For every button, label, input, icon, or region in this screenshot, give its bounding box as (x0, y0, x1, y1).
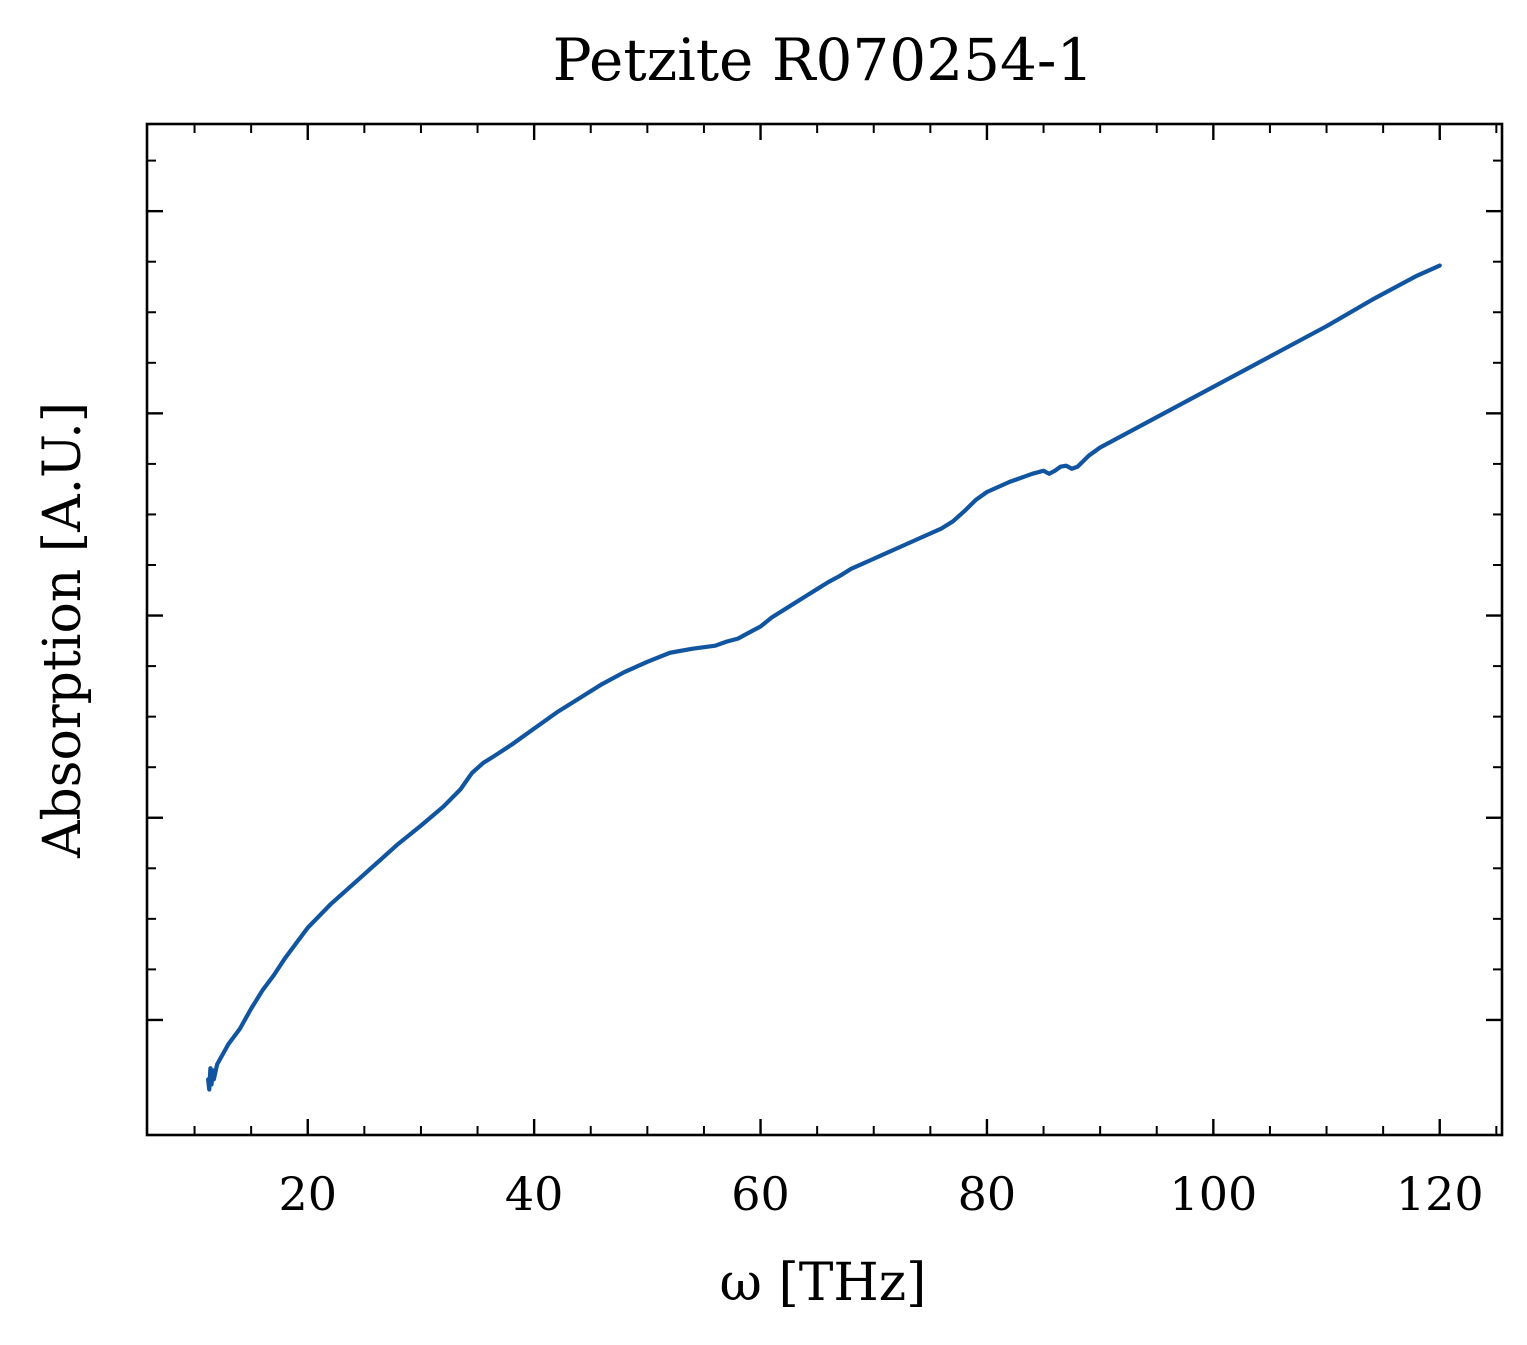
absorption-series-line (206, 263, 1442, 1092)
chart-title: Petzite R070254-1 (553, 26, 1094, 94)
x-tick-label: 100 (1169, 1167, 1257, 1221)
x-tick-label: 20 (278, 1167, 337, 1221)
x-tick-label: 80 (958, 1167, 1017, 1221)
y-axis-label: Absorption [A.U.] (33, 402, 93, 859)
x-tick-label: 40 (505, 1167, 564, 1221)
plot-frame (145, 122, 1504, 1137)
plot-area: 20 40 60 80 100 120 (145, 122, 1504, 1221)
y-ticks (147, 159, 1502, 1022)
x-axis-label: ω [THz] (720, 1253, 927, 1313)
x-ticks: 20 40 60 80 100 120 (193, 124, 1498, 1221)
x-tick-label: 60 (731, 1167, 790, 1221)
x-tick-label: 120 (1396, 1167, 1484, 1221)
